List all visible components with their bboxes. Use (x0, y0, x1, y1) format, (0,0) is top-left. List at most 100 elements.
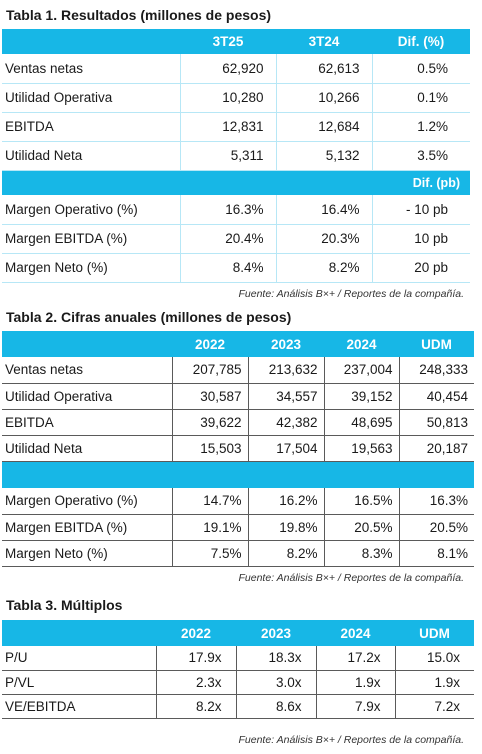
cell-2022: 39,622 (171, 409, 248, 436)
table-row: Margen Neto (%) 8.4% 8.2% 20 pb (2, 253, 470, 283)
cell-3t24: 20.3% (275, 224, 372, 254)
table-row: Utilidad Neta 5,311 5,132 3.5% (2, 141, 470, 171)
cell-2023: 42,382 (247, 409, 324, 436)
row-label: VE/EBITDA (2, 694, 156, 719)
cell-3t25: 10,280 (179, 83, 276, 113)
table-row: Utilidad Neta 15,503 17,504 19,563 20,18… (2, 435, 474, 462)
cell-2024: 39,152 (323, 383, 399, 410)
table2-header-2023: 2023 (248, 331, 324, 357)
table3-header-2024: 2024 (316, 620, 395, 646)
row-label: Ventas netas (2, 357, 172, 384)
table1-header-empty (2, 29, 180, 54)
band-cell (2, 461, 172, 488)
cell-3t25: 20.4% (179, 224, 276, 254)
cell-2022: 19.1% (171, 514, 248, 541)
cell-2022: 7.5% (171, 540, 248, 567)
cell-3t25: 5,311 (179, 141, 276, 171)
table1-title: Tabla 1. Resultados (millones de pesos) (6, 7, 272, 23)
cell-2024: 7.9x (315, 694, 395, 719)
cell-2023: 213,632 (247, 357, 324, 384)
cell-udm: 7.2x (394, 694, 474, 719)
table-row: Utilidad Operativa 10,280 10,266 0.1% (2, 83, 470, 113)
cell-2024: 1.9x (315, 670, 395, 695)
cell-udm: 8.1% (398, 540, 474, 567)
row-label: Utilidad Neta (2, 435, 172, 462)
cell-2022: 30,587 (171, 383, 248, 410)
cell-3t24: 8.2% (275, 253, 372, 283)
cell-2023: 16.2% (247, 488, 324, 515)
table3-header-udm: UDM (395, 620, 474, 646)
row-label: Ventas netas (2, 54, 180, 84)
row-label: Margen EBITDA (%) (2, 514, 172, 541)
cell-2022: 8.2x (155, 694, 236, 719)
table3-title: Tabla 3. Múltiplos (6, 597, 123, 613)
cell-dif: 3.5% (371, 141, 470, 171)
cell-dif: 1.2% (371, 112, 470, 142)
cell-3t25: 16.3% (179, 195, 276, 225)
table-row: Ventas netas 207,785 213,632 237,004 248… (2, 357, 474, 384)
table1-source: Fuente: Análisis B×+ / Reportes de la co… (238, 288, 465, 300)
cell-2022: 2.3x (155, 670, 236, 695)
cell-2024: 20.5% (323, 514, 399, 541)
row-label: Utilidad Neta (2, 141, 180, 171)
cell-udm: 20.5% (398, 514, 474, 541)
cell-udm: 20,187 (398, 435, 474, 462)
cell-3t24: 12,684 (275, 112, 372, 142)
cell-2023: 34,557 (247, 383, 324, 410)
table-row: Margen Operativo (%) 16.3% 16.4% - 10 pb (2, 195, 470, 225)
row-label: P/VL (2, 670, 156, 695)
band-cell (399, 461, 474, 488)
cell-dif: 20 pb (371, 253, 470, 283)
table3-header-row: 2022 2023 2024 UDM (2, 620, 474, 646)
band-cell (180, 170, 276, 195)
cell-2024: 48,695 (323, 409, 399, 436)
cell-2022: 207,785 (171, 357, 248, 384)
row-label: EBITDA (2, 409, 172, 436)
row-label: Margen EBITDA (%) (2, 224, 180, 254)
cell-2023: 18.3x (235, 646, 316, 671)
table2-header-empty (2, 331, 172, 357)
cell-2024: 19,563 (323, 435, 399, 462)
band-cell (248, 461, 324, 488)
table1-header-3t24: 3T24 (276, 29, 372, 54)
cell-2023: 3.0x (235, 670, 316, 695)
cell-udm: 40,454 (398, 383, 474, 410)
table1-margin-dif-header: Dif. (pb) (372, 170, 470, 195)
cell-dif: 0.1% (371, 83, 470, 113)
table-row: EBITDA 12,831 12,684 1.2% (2, 112, 470, 142)
cell-3t25: 8.4% (179, 253, 276, 283)
cell-3t24: 62,613 (275, 54, 372, 84)
cell-2022: 14.7% (171, 488, 248, 515)
cell-udm: 248,333 (398, 357, 474, 384)
row-label: Margen Operativo (%) (2, 488, 172, 515)
cell-3t24: 10,266 (275, 83, 372, 113)
table-row: Margen EBITDA (%) 20.4% 20.3% 10 pb (2, 224, 470, 254)
row-label: Utilidad Operativa (2, 83, 180, 113)
cell-2024: 8.3% (323, 540, 399, 567)
annual-table: 2022 2023 2024 UDM Ventas netas 207,785 … (2, 331, 474, 567)
table-row: VE/EBITDA 8.2x 8.6x 7.9x 7.2x (2, 694, 474, 719)
cell-2023: 17,504 (247, 435, 324, 462)
multiples-table: 2022 2023 2024 UDM P/U 17.9x 18.3x 17.2x… (2, 620, 474, 719)
row-label: Margen Neto (%) (2, 253, 180, 283)
cell-udm: 1.9x (394, 670, 474, 695)
band-cell (2, 170, 180, 195)
cell-2023: 8.2% (247, 540, 324, 567)
cell-udm: 50,813 (398, 409, 474, 436)
cell-udm: 16.3% (398, 488, 474, 515)
table1-header-dif: Dif. (%) (372, 29, 470, 54)
table1-margin-header-row: Dif. (pb) (2, 170, 470, 195)
band-cell (276, 170, 372, 195)
cell-2023: 8.6x (235, 694, 316, 719)
table-row: Ventas netas 62,920 62,613 0.5% (2, 54, 470, 84)
cell-udm: 15.0x (394, 646, 474, 671)
cell-2024: 16.5% (323, 488, 399, 515)
band-cell (324, 461, 399, 488)
cell-2022: 15,503 (171, 435, 248, 462)
table-row: P/VL 2.3x 3.0x 1.9x 1.9x (2, 670, 474, 695)
table-row: Margen EBITDA (%) 19.1% 19.8% 20.5% 20.5… (2, 514, 474, 541)
table1-header-3t25: 3T25 (180, 29, 276, 54)
cell-dif: 10 pb (371, 224, 470, 254)
cell-3t25: 12,831 (179, 112, 276, 142)
table-row: Margen Operativo (%) 14.7% 16.2% 16.5% 1… (2, 488, 474, 515)
